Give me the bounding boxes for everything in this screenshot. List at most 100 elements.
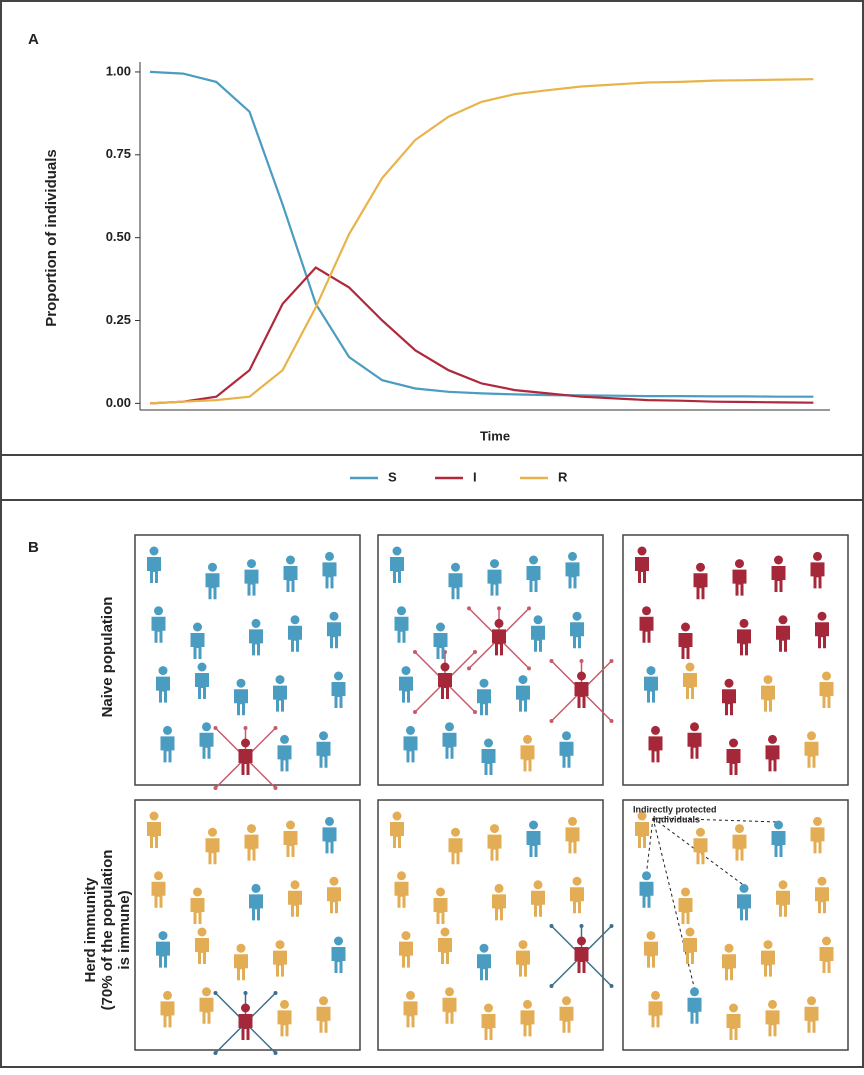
icon-head [739,883,749,893]
icon-body [448,838,463,865]
icon-head [681,622,690,632]
icon-body [526,831,541,857]
icon-body [195,673,209,699]
icon-body [819,947,834,973]
icon-head [479,678,489,688]
icon-head [774,820,783,830]
person-icon [516,940,530,977]
person-icon [448,562,463,600]
icon-head [637,811,647,821]
arrow-tip [213,786,218,790]
icon-head [807,996,816,1006]
arrow-tip [549,719,554,723]
icon-body [331,682,346,708]
arrow-tip [609,719,614,723]
y-axis-label: Proportion of individuals [43,149,60,327]
person-icon [403,725,418,763]
icon-head [202,987,211,997]
icon-body [804,741,819,768]
icon-body [771,831,786,857]
row-label: Herd immunity [82,877,99,983]
icon-head [518,940,528,950]
person-icon [819,671,834,708]
person-icon [765,999,780,1037]
arrow-tip [473,650,477,654]
icon-body [565,827,580,854]
person-icon [195,662,209,699]
person-icon [394,606,409,643]
icon-body [520,1010,535,1037]
person-icon [477,943,491,981]
annotation: Indirectly protected [633,804,717,814]
icon-body [390,557,404,583]
person-icon [771,555,786,592]
person-icon [804,996,819,1033]
person-icon [693,827,708,865]
icon-head [275,675,285,685]
person-icon [199,722,214,759]
person-icon [403,990,418,1028]
person-icon [644,931,658,968]
arrow-tip [273,1051,278,1055]
person-icon [316,731,331,768]
person-icon [520,999,535,1037]
person-icon [644,666,658,703]
icon-head [642,606,651,616]
arrow-tip [609,659,614,663]
icon-body [819,682,834,708]
icon-head [484,1003,493,1013]
person-icon [244,559,259,596]
icon-body [570,887,584,914]
icon-head [436,887,445,897]
icon-head [208,562,217,572]
icon-head [735,824,744,834]
person-icon [492,618,506,656]
arrow-tip [243,991,248,995]
person-icon [559,731,574,768]
icon-body [810,827,825,854]
icon-head [406,725,415,735]
person-icon [732,824,747,861]
person-icon [238,1003,253,1040]
icon-body [648,736,663,763]
icon-body [481,1014,496,1040]
person-icon [151,871,166,908]
icon-head [197,927,207,937]
icon-body [815,622,829,649]
series-line [149,78,814,405]
icon-body [516,950,530,977]
y-tick-label: 0.00 [106,395,131,410]
icon-head [696,562,705,572]
icon-body [160,1001,175,1028]
person-icon [316,996,331,1033]
icon-body [238,749,253,775]
icon-body [156,676,170,703]
panel-label: A [28,31,39,48]
icon-head [484,738,493,748]
icon-body [765,1010,780,1037]
icon-body [234,954,248,981]
icon-head [774,555,783,565]
icon-head [685,662,695,672]
person-icon [565,551,580,589]
icon-head [401,666,411,676]
icon-head [763,940,773,950]
arrow-tip [413,710,417,714]
icon-body [531,890,545,917]
person-icon [433,622,448,659]
icon-body [199,997,214,1024]
arrow-tip [213,726,218,730]
icon-head [290,880,300,890]
icon-head [529,820,538,830]
person-icon [481,1003,496,1040]
icon-head [523,734,532,744]
person-icon [481,738,496,775]
icon-body [722,954,736,981]
icon-body [737,629,751,656]
icon-body [810,562,825,589]
person-icon [322,816,337,854]
icon-head [197,662,207,672]
icon-body [390,822,404,848]
person-icon [639,871,654,908]
